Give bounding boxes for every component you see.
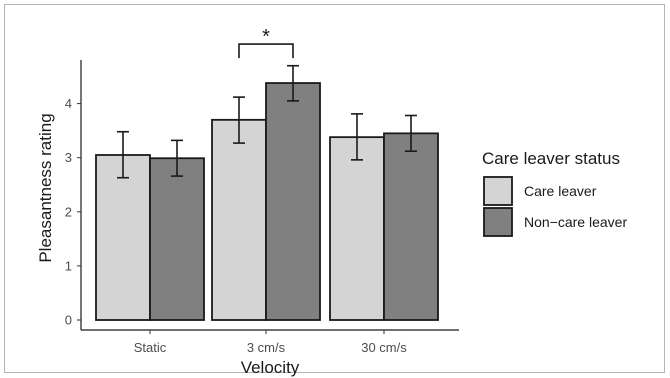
x-tick-label: 3 cm/s (247, 340, 286, 355)
legend-label: Care leaver (524, 183, 597, 199)
bar (95, 154, 151, 321)
bar (265, 82, 321, 321)
bar (329, 136, 385, 321)
significance-bracket (238, 43, 294, 59)
y-tick-label: 0 (65, 313, 72, 328)
y-tick-label: 3 (65, 150, 72, 165)
legend-label: Non−care leaver (524, 214, 627, 230)
x-tick-label: Static (134, 340, 167, 355)
legend-title: Care leaver status (482, 149, 620, 168)
y-tick-label: 2 (65, 204, 72, 219)
x-tick-label: 30 cm/s (361, 340, 407, 355)
legend-key (483, 207, 513, 237)
y-tick-label: 4 (65, 96, 72, 111)
bar (149, 157, 205, 321)
bar (383, 132, 439, 321)
significance-label: * (262, 26, 270, 48)
legend-key (483, 176, 513, 206)
x-axis-title: Velocity (241, 358, 300, 377)
y-tick-label: 1 (65, 258, 72, 273)
y-axis-title: Pleasantness rating (36, 113, 55, 262)
bar (211, 118, 267, 321)
